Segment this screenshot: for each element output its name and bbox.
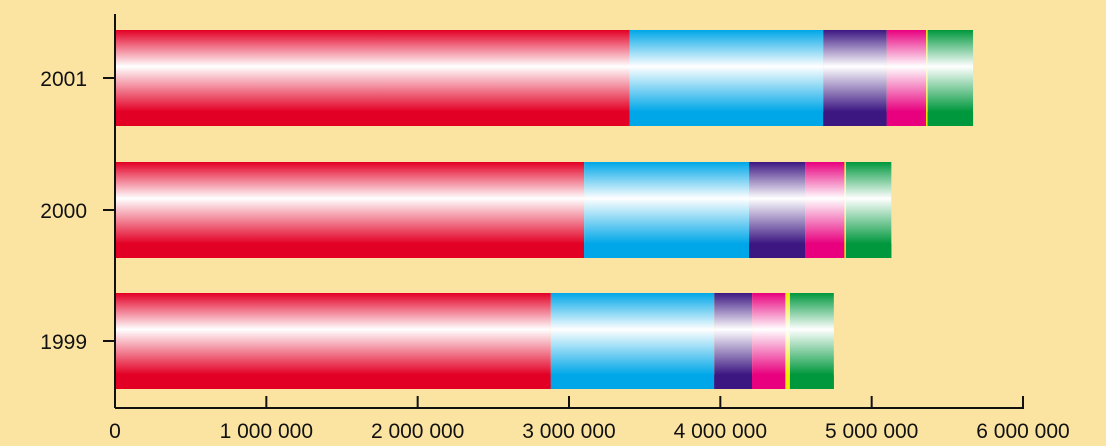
bar-segment-2000-0 — [115, 162, 585, 258]
x-tick-label-6: 6 000 000 — [976, 420, 1069, 443]
bar-segment-base-2000-0 — [115, 244, 585, 258]
x-tick-label-2: 2 000 000 — [371, 420, 464, 443]
bar-segment-2001-0 — [115, 30, 630, 126]
x-tick-label-0: 0 — [109, 420, 121, 443]
x-tick-label-5: 5 000 000 — [825, 420, 918, 443]
bar-segment-base-2001-0 — [115, 112, 630, 126]
bar-segment-1999-2 — [714, 293, 753, 389]
x-tick-label-4: 4 000 000 — [674, 420, 767, 443]
bar-segment-base-2001-1 — [629, 112, 824, 126]
bar-segment-2000-5 — [845, 162, 892, 258]
bar-segment-1999-4 — [785, 293, 790, 389]
bar-segment-base-2000-1 — [584, 244, 750, 258]
y-tick-label-2001: 2001 — [40, 68, 87, 91]
bar-segment-1999-3 — [752, 293, 786, 389]
bar-segment-base-2000-3 — [805, 244, 845, 258]
bar-segment-1999-0 — [115, 293, 551, 389]
y-tick-label-1999: 1999 — [40, 331, 87, 354]
bar-segment-base-2001-3 — [886, 112, 927, 126]
bar-segment-base-1999-4 — [785, 375, 790, 389]
bar-segment-2000-4 — [844, 162, 846, 258]
bar-segment-base-2000-4 — [844, 244, 846, 258]
bar-segment-2000-2 — [749, 162, 806, 258]
bar-segment-1999-1 — [550, 293, 715, 389]
bar-segment-2000-3 — [805, 162, 845, 258]
bar-segment-2000-1 — [584, 162, 750, 258]
bar-segment-2001-4 — [926, 30, 928, 126]
bar-segment-base-1999-5 — [789, 375, 834, 389]
bar-segment-base-1999-2 — [714, 375, 753, 389]
bar-segment-2001-3 — [886, 30, 927, 126]
bar-segment-base-1999-0 — [115, 375, 551, 389]
bar-segment-base-1999-3 — [752, 375, 786, 389]
bar-segment-2001-2 — [823, 30, 887, 126]
x-tick-label-3: 3 000 000 — [522, 420, 615, 443]
bar-segment-base-1999-1 — [550, 375, 715, 389]
axes-group: 1999 2000 2001 0 1 000 000 2 000 000 3 000 000… — [40, 14, 1070, 443]
bar-segment-1999-5 — [789, 293, 834, 389]
y-tick-label-2000: 2000 — [40, 200, 87, 223]
bar-segment-base-2000-5 — [845, 244, 892, 258]
bar-segment-2001-5 — [927, 30, 974, 126]
bar-segment-base-2001-4 — [926, 112, 928, 126]
bar-segment-2001-1 — [629, 30, 824, 126]
bars-group — [115, 30, 974, 389]
bar-segment-base-2001-5 — [927, 112, 974, 126]
bar-segment-base-2001-2 — [823, 112, 887, 126]
x-tick-label-1: 1 000 000 — [220, 420, 313, 443]
bar-segment-base-2000-2 — [749, 244, 806, 258]
